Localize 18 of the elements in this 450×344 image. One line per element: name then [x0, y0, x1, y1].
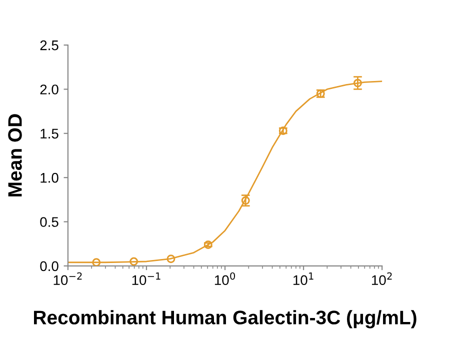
x-tick-label: 10$^{−2}$ [54, 272, 82, 286]
x-tick-label: 10$^{1}$ [293, 272, 314, 286]
y-tick-label: 1.5 [40, 128, 58, 139]
y-tick-label: 0.0 [40, 261, 58, 272]
y-axis-title: Mean OD [8, 114, 22, 196]
x-tick-label: 10$^{0}$ [214, 272, 236, 286]
y-tick-label: 0.5 [40, 217, 58, 227]
y-tick-label: 2.0 [40, 84, 58, 94]
point [130, 257, 138, 266]
x-axis-title: Recombinant Human Galectin-3C (μg/mL) [34, 310, 416, 328]
y-tick-label: 2.5 [40, 40, 58, 50]
y-tick-label: 1.0 [40, 172, 58, 183]
point [166, 254, 176, 264]
x-tick-label: 10$^{−1}$ [132, 272, 160, 286]
point [204, 240, 212, 249]
point [92, 258, 101, 266]
x-tick-label: 10$^{2}$ [372, 272, 392, 286]
point [353, 78, 362, 88]
